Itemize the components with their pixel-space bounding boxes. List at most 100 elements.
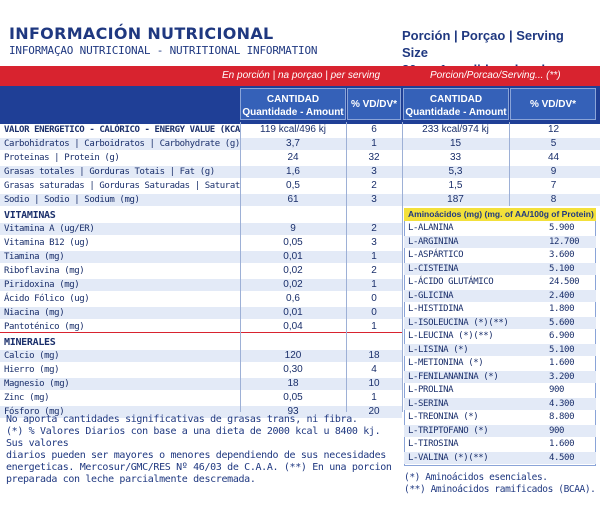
list-item: L-LEUCINA (*)(**) 6.900 [404,330,596,342]
amino-value: 1.600 [549,358,575,368]
table-row: Vitamina A (ug/ER) 9 2 [0,223,402,235]
nutrient-amount: 61 [287,194,299,205]
amino-value: 1.600 [549,439,575,449]
col-qty2-header: CANTIDAD Quantidade - Amount [403,88,509,120]
amino-note-essential: (*) Aminoácidos esenciales. [404,472,548,483]
nutrient-amount: 18 [287,378,299,389]
nutrient-daily-value: 32 [368,152,380,163]
nutrient-daily-value: 0 [371,307,377,318]
nutrient-amount-prepared: 15 [449,138,462,149]
col-qty2-title: CANTIDAD [429,94,483,105]
nutrient-amount-prepared: 5,3 [448,166,463,177]
nutrient-daily-value: 1 [371,392,377,403]
nutrient-label: Grasas totales | Gorduras Totais | Fat (… [4,167,215,177]
nutrient-label: Carbohidratos | Carboidratos | Carbohydr… [4,139,240,149]
list-item: L-HISTIDINA 1.800 [404,303,596,315]
amino-name: L-SERINA [408,398,449,409]
nutrient-daily-value-prepared: 7 [550,180,557,191]
table-row: Calcio (mg) 120 18 [0,350,402,362]
nutrient-amount: 9 [290,223,296,234]
nutrient-amount: 0,01 [283,251,303,262]
nutrient-daily-value: 1 [371,251,377,262]
col-vd-header: % VD/DV* [347,88,401,120]
table-row: Fósforo (mg) 93 20 [0,406,402,418]
nutrient-amount: 0,05 [283,392,303,403]
amino-name: L-ÁCIDO GLUTÁMICO [408,277,494,287]
list-item: L-TRIPTOFANO (*) 900 [404,424,596,437]
nutrient-amount: 93 [287,406,299,417]
nutrient-amount: 1,6 [286,166,300,177]
amino-value: 12.700 [549,236,580,247]
list-item: L-LISINA (*) 5.100 [404,343,596,356]
nutrient-daily-value: 10 [368,378,380,389]
amino-value: 5.900 [549,223,575,233]
nutrient-daily-value: 4 [371,364,377,375]
amino-value: 5.600 [549,317,575,328]
amino-note-bcaa: (**) Aminoácidos ramificados (BCAA). [404,484,596,495]
nutrient-daily-value: 20 [368,406,380,417]
list-item: L-FENILANANINA (*) 3.200 [404,370,596,383]
amino-name: L-CISTEINA [408,263,459,274]
table-row: Pantoténico (mg) 0,04 1 [0,321,402,333]
nutrient-label: Magnesio (mg) [4,379,70,389]
amino-name: L-METIONINA (*) [408,358,484,368]
amino-name: L-TIROSINA [408,439,459,449]
amino-name: L-TRIPTOFANO (*) [408,425,489,436]
nutrient-daily-value: 2 [371,180,377,191]
nutrient-label: Vitamina A (ug/ER) [4,224,95,234]
nutrient-label: Fósforo (mg) [4,407,65,417]
nutrient-daily-value: 3 [371,194,377,205]
amino-value: 3.600 [549,250,575,260]
col-vd2-header: % VD/DV* [510,88,596,120]
amino-name: L-PROLINA [408,385,454,395]
nutrient-daily-value-prepared: 8 [550,194,557,205]
header-title: INFORMACIÓN NUTRICIONAL [9,24,274,43]
list-item: L-SERINA 4.300 [404,397,596,410]
section-divider [0,332,402,333]
amino-value: 2.400 [549,290,575,301]
nutrient-daily-value: 0 [371,293,377,304]
table-row: Zinc (mg) 0,05 1 [0,392,402,404]
table-row: Hierro (mg) 0,30 4 [0,364,402,376]
nutrient-amount: 0,30 [283,364,303,375]
nutrient-label: Hierro (mg) [4,365,60,375]
note-prepared: preparada con leche parcialmente descrem… [6,474,256,485]
per-serving-prepared-label: Porcion/Porcao/Serving... (**) [430,70,561,81]
footnotes: No aporta cantidades significativas de g… [6,414,401,486]
amino-value: 900 [549,425,565,436]
amino-value: 900 [549,385,565,395]
amino-header-unit: (mg. of AA/100g of Protein) [484,209,594,219]
amino-value: 3.200 [549,371,575,382]
nutrient-label: Proteinas | Protein (g) [4,153,120,163]
col-qty-header: CANTIDAD Quantidade - Amount [240,88,346,120]
vitamins-title: VITAMINAS [4,210,56,221]
list-item: L-ISOLEUCINA (*)(**) 5.600 [404,316,596,329]
list-item: L-ARGININA 12.700 [404,235,596,248]
nutrient-daily-value-prepared: 5 [550,138,557,149]
amino-name: L-FENILANANINA (*) [408,371,499,382]
amino-value: 5.100 [549,263,575,274]
nutrient-amount-prepared: 33 [449,152,462,163]
table-row: Carbohidratos | Carboidratos | Carbohydr… [0,138,600,150]
amino-value: 5.100 [549,344,575,355]
nutrient-daily-value: 2 [371,265,377,276]
nutrient-label: Niacina (mg) [4,308,65,318]
amino-header: Aminoácidos (mg) (mg. of AA/100g of Prot… [404,208,596,221]
amino-notes: (*) Aminoácidos esenciales. (**) Aminoác… [404,472,596,496]
amino-value: 6.900 [549,331,575,341]
table-row: Grasas saturadas | Gorduras Saturadas | … [0,180,600,192]
list-item: L-GLICINA 2.400 [404,289,596,302]
nutrient-amount-prepared: 187 [447,194,464,205]
list-item: L-TREONINA (*) 8.800 [404,411,596,423]
nutrient-daily-value-prepared: 12 [547,124,560,135]
nutrient-daily-value: 18 [368,350,380,361]
nutrient-amount: 0,04 [283,321,303,332]
nutrient-label: Vitamina B12 (ug) [4,238,90,248]
amino-name: L-LEUCINA (*)(**) [408,331,494,341]
nutrient-amount: 3,7 [286,138,300,149]
note-daily-values-2: diarios pueden ser mayores o menores dep… [6,450,386,461]
nutrient-label: Sodio | Sodio | Sodium (mg) [4,195,140,205]
table-row: Tiamina (mg) 0,01 1 [0,251,402,263]
amino-name: L-VALINA (*)(**) [408,452,489,463]
amino-name: L-LISINA (*) [408,344,469,355]
